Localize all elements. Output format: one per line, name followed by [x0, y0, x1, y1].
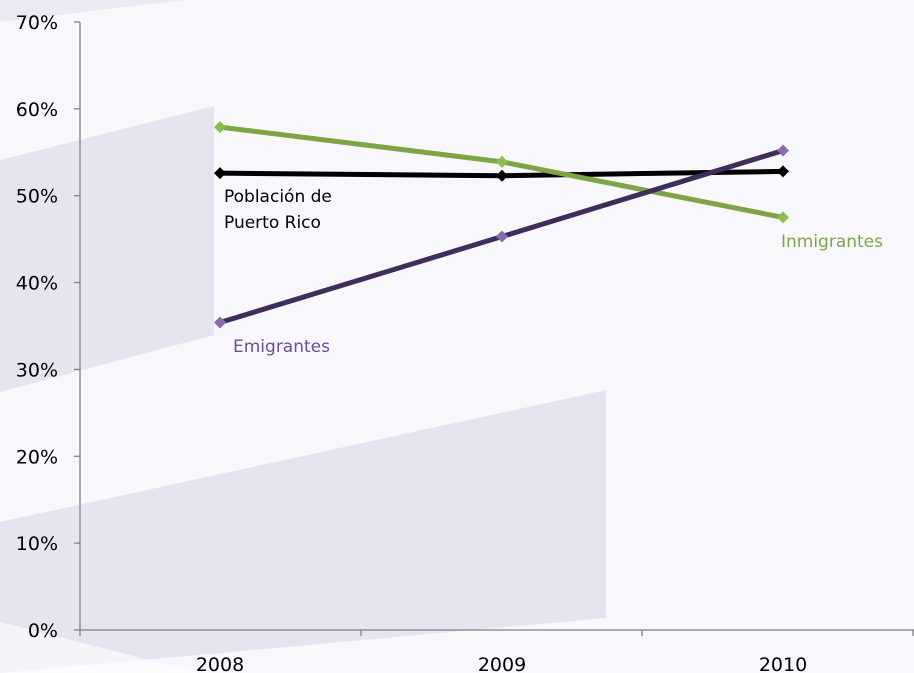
data-point-marker [214, 316, 226, 329]
axes [79, 22, 914, 631]
y-tick-label: 10% [16, 533, 58, 555]
y-tick-label: 60% [16, 99, 58, 121]
data-point-marker [496, 155, 508, 168]
data-point-marker [496, 169, 508, 182]
data-point-marker [496, 230, 508, 243]
series-label: Emigrantes [233, 337, 330, 357]
y-tick-label: 0% [28, 620, 58, 642]
series-label: Población de Puerto Rico [224, 187, 332, 233]
data-point-marker [777, 211, 789, 224]
y-tick-label: 20% [16, 446, 58, 468]
y-tick-label: 70% [16, 12, 58, 34]
x-tick-label: 2010 [759, 654, 807, 673]
data-point-marker [214, 167, 226, 180]
data-point-marker [214, 121, 226, 134]
y-axis-ticks: 0% 10% 20% 30% 40% 50% 60% 70% [16, 12, 80, 642]
y-tick-label: 50% [16, 186, 58, 208]
x-tick-label: 2009 [478, 654, 526, 673]
x-tick-label: 2008 [196, 654, 244, 673]
series-markers [214, 121, 789, 329]
series-labels: Población de Puerto Rico Inmigrantes Emigra… [224, 187, 883, 357]
series-label: Inmigrantes [781, 232, 883, 252]
data-point-marker [777, 165, 789, 178]
y-tick-label: 40% [16, 273, 58, 295]
y-tick-label: 30% [16, 359, 58, 381]
data-point-marker [777, 144, 789, 157]
x-axis-ticks: 2008 2009 2010 [79, 630, 914, 673]
